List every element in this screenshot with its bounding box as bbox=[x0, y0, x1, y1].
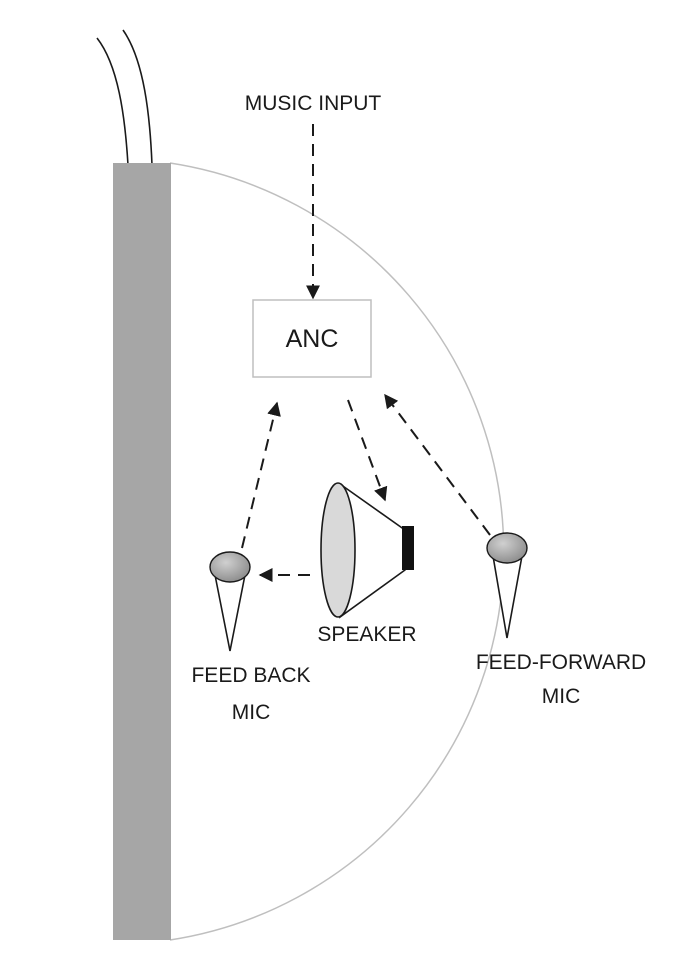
feedback-mic-label-line1: FEED BACK bbox=[191, 664, 310, 687]
anc-to-speaker-arrow bbox=[347, 399, 388, 502]
feedforward-mic-icon bbox=[486, 532, 528, 639]
anc-label: ANC bbox=[286, 325, 339, 353]
cable bbox=[96, 29, 153, 166]
speaker-icon bbox=[320, 482, 414, 619]
anc-box bbox=[252, 299, 372, 378]
music-input-label: MUSIC INPUT bbox=[245, 92, 382, 115]
feedback-to-anc-arrow bbox=[241, 401, 281, 549]
feedback-mic-icon bbox=[209, 551, 251, 652]
speaker-label: SPEAKER bbox=[317, 623, 416, 646]
feedforward-mic-label-line1: FEED-FORWARD bbox=[476, 651, 646, 674]
headband-bar bbox=[113, 163, 171, 940]
feedforward-to-anc-arrow bbox=[384, 393, 491, 536]
feedforward-mic-label-line2: MIC bbox=[542, 685, 581, 708]
feedback-mic-label-line2: MIC bbox=[232, 701, 271, 724]
